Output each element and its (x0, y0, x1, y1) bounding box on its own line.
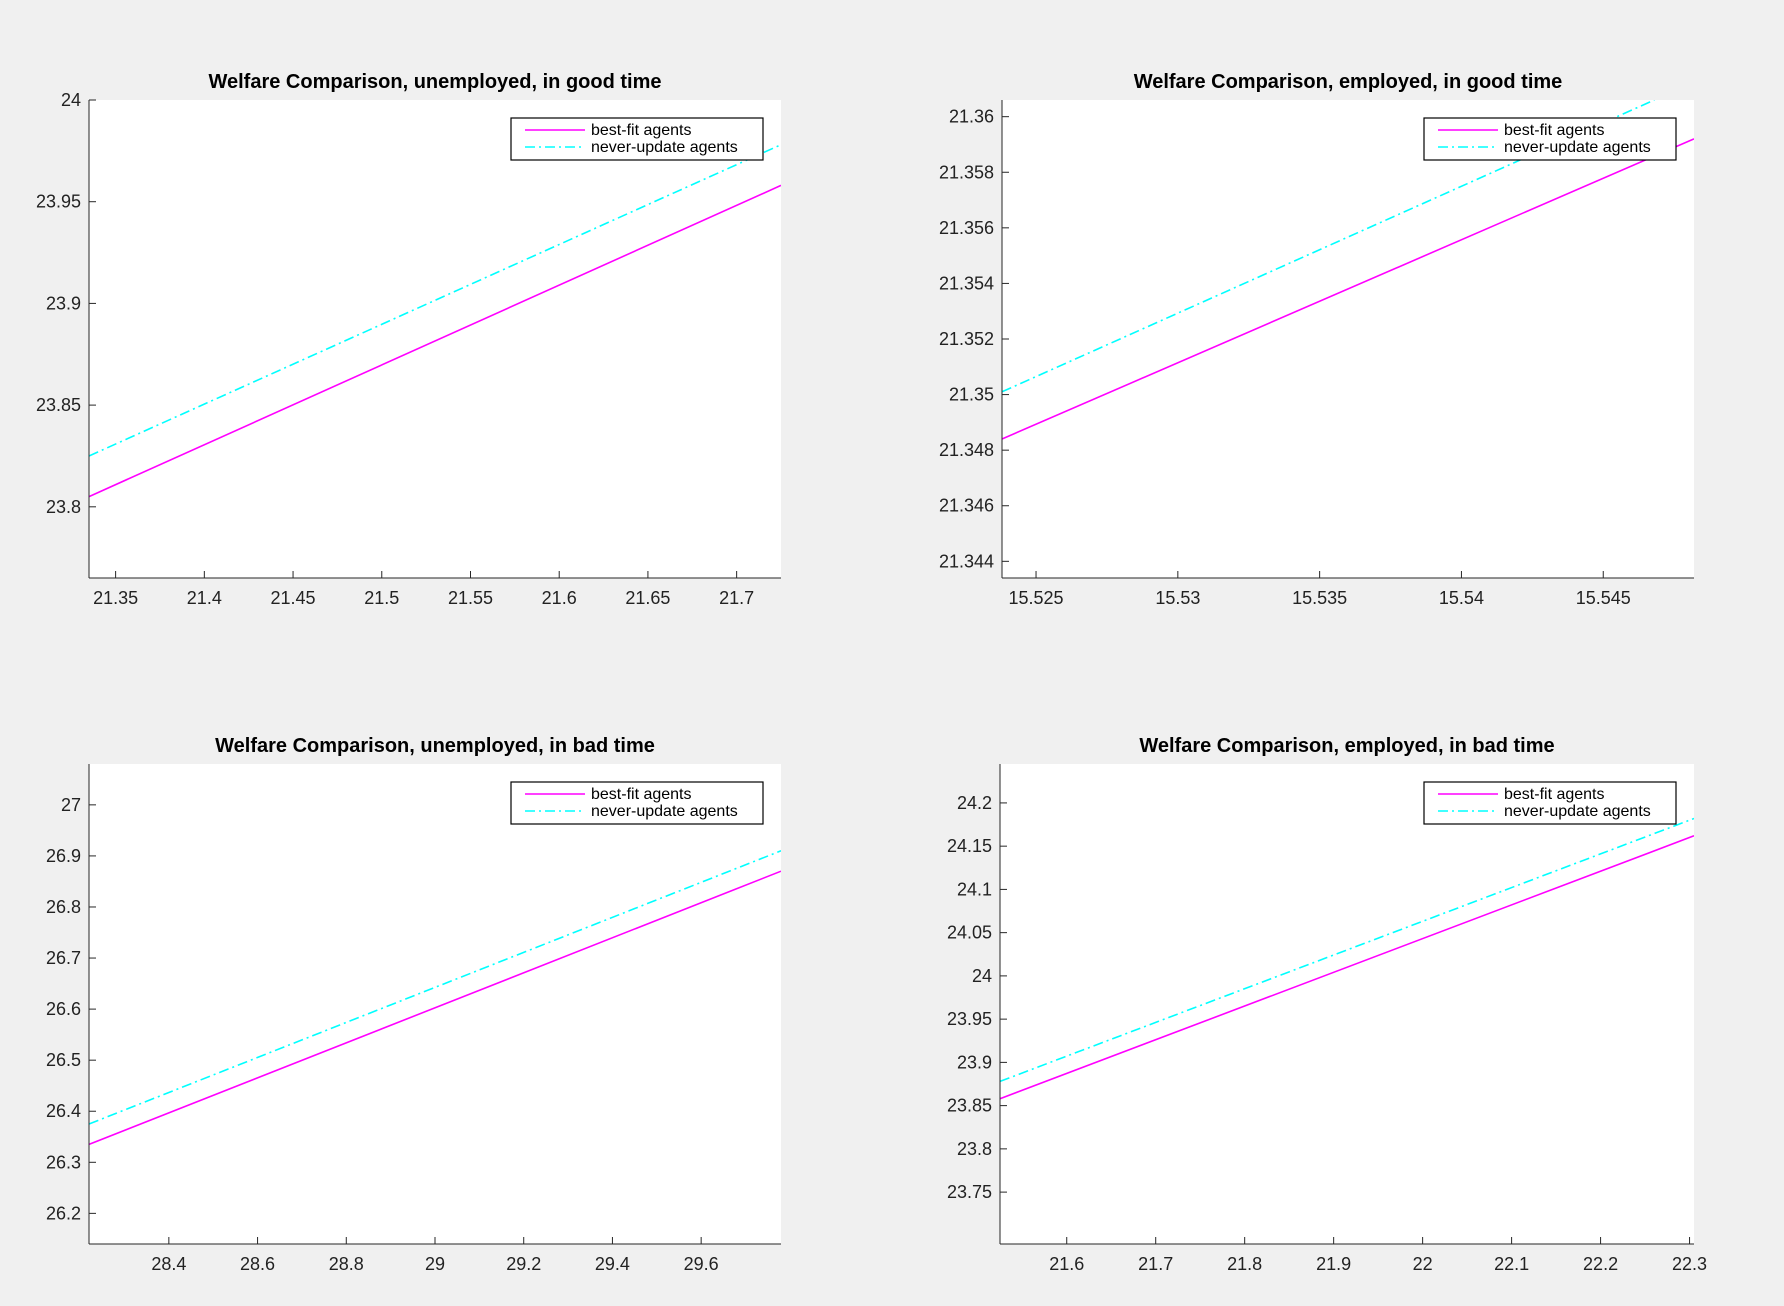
y-tick-label: 26.5 (46, 1050, 81, 1070)
x-tick-label: 21.35 (93, 588, 138, 608)
plot-area (1002, 100, 1694, 578)
x-tick-label: 28.6 (240, 1254, 275, 1274)
legend-label: best-fit agents (1504, 122, 1605, 139)
series-line-never-update (1000, 817, 1694, 1083)
x-tick-label: 28.8 (329, 1254, 364, 1274)
legend-label: never-update agents (591, 139, 738, 156)
y-tick-label: 21.356 (939, 218, 994, 238)
y-tick-label: 23.85 (947, 1096, 992, 1116)
x-tick-label: 15.545 (1576, 588, 1631, 608)
y-tick-label: 23.95 (947, 1009, 992, 1029)
x-tick-label: 29 (425, 1254, 445, 1274)
chart-panel-3: Welfare Comparison, unemployed, in bad t… (46, 735, 781, 1274)
series-line-never-update (89, 850, 781, 1125)
legend-box (1423, 781, 1677, 825)
chart-title: Welfare Comparison, employed, in bad tim… (1139, 735, 1554, 757)
y-tick-label: 26.2 (46, 1203, 81, 1223)
x-tick-label: 28.4 (151, 1254, 186, 1274)
y-tick-label: 21.35 (949, 385, 994, 405)
x-tick-label: 21.4 (187, 588, 222, 608)
y-tick-label: 23.9 (46, 293, 81, 313)
legend-label: best-fit agents (1504, 786, 1605, 803)
x-tick-label: 21.7 (719, 588, 754, 608)
y-tick-label: 24 (61, 90, 81, 110)
x-tick-label: 21.9 (1316, 1254, 1351, 1274)
plot-area (89, 764, 781, 1244)
y-tick-label: 24.2 (957, 793, 992, 813)
x-tick-label: 22.2 (1583, 1254, 1618, 1274)
legend-label: best-fit agents (591, 786, 692, 803)
y-tick-label: 21.36 (949, 107, 994, 127)
plot-area (89, 100, 781, 578)
x-tick-label: 21.6 (542, 588, 577, 608)
series-line-best-fit (1000, 835, 1694, 1100)
chart-panel-1: Welfare Comparison, unemployed, in good … (36, 71, 781, 608)
series-line-never-update (89, 143, 781, 457)
x-tick-label: 22.1 (1494, 1254, 1529, 1274)
chart-panel-4: Welfare Comparison, employed, in bad tim… (947, 735, 1707, 1274)
legend-label: never-update agents (1504, 803, 1651, 820)
chart-title: Welfare Comparison, employed, in good ti… (1134, 71, 1563, 93)
x-tick-label: 21.65 (625, 588, 670, 608)
legend-label: best-fit agents (591, 122, 692, 139)
x-tick-label: 22.3 (1672, 1254, 1707, 1274)
y-tick-label: 26.8 (46, 897, 81, 917)
x-tick-label: 29.2 (506, 1254, 541, 1274)
y-tick-label: 21.352 (939, 329, 994, 349)
y-tick-label: 21.344 (939, 551, 994, 571)
plot-area (1000, 764, 1694, 1244)
x-tick-label: 15.535 (1292, 588, 1347, 608)
y-tick-label: 23.75 (947, 1182, 992, 1202)
x-tick-label: 29.6 (684, 1254, 719, 1274)
y-tick-label: 21.358 (939, 162, 994, 182)
y-tick-label: 24.1 (957, 879, 992, 899)
x-tick-label: 15.54 (1439, 588, 1484, 608)
legend-label: never-update agents (591, 803, 738, 820)
series-line-best-fit (1002, 138, 1694, 440)
y-tick-label: 24 (972, 966, 992, 986)
x-tick-label: 15.525 (1009, 588, 1064, 608)
y-tick-label: 23.8 (957, 1139, 992, 1159)
x-tick-label: 15.53 (1155, 588, 1200, 608)
y-tick-label: 26.3 (46, 1152, 81, 1172)
y-tick-label: 23.9 (957, 1052, 992, 1072)
y-tick-label: 21.346 (939, 496, 994, 516)
x-tick-label: 21.55 (448, 588, 493, 608)
series-line-best-fit (89, 184, 781, 498)
legend-box (510, 781, 764, 825)
legend-box (1423, 117, 1677, 161)
x-tick-label: 21.45 (271, 588, 316, 608)
chart-panel-2: Welfare Comparison, employed, in good ti… (939, 71, 1694, 608)
y-tick-label: 27 (61, 795, 81, 815)
x-tick-label: 21.7 (1138, 1254, 1173, 1274)
y-tick-label: 24.05 (947, 923, 992, 943)
y-tick-label: 23.85 (36, 395, 81, 415)
y-tick-label: 23.8 (46, 497, 81, 517)
x-tick-label: 21.8 (1227, 1254, 1262, 1274)
x-tick-label: 21.5 (364, 588, 399, 608)
y-tick-label: 21.354 (939, 273, 994, 293)
y-tick-label: 26.9 (46, 846, 81, 866)
y-tick-label: 26.4 (46, 1101, 81, 1121)
chart-title: Welfare Comparison, unemployed, in good … (208, 71, 661, 93)
y-tick-label: 21.348 (939, 440, 994, 460)
series-line-best-fit (89, 870, 781, 1146)
x-tick-label: 22 (1413, 1254, 1433, 1274)
chart-title: Welfare Comparison, unemployed, in bad t… (215, 735, 655, 757)
x-tick-label: 29.4 (595, 1254, 630, 1274)
y-tick-label: 26.6 (46, 999, 81, 1019)
y-tick-label: 23.95 (36, 192, 81, 212)
legend-box (510, 117, 764, 161)
y-tick-label: 24.15 (947, 836, 992, 856)
x-tick-label: 21.6 (1049, 1254, 1084, 1274)
y-tick-label: 26.7 (46, 948, 81, 968)
legend-label: never-update agents (1504, 139, 1651, 156)
